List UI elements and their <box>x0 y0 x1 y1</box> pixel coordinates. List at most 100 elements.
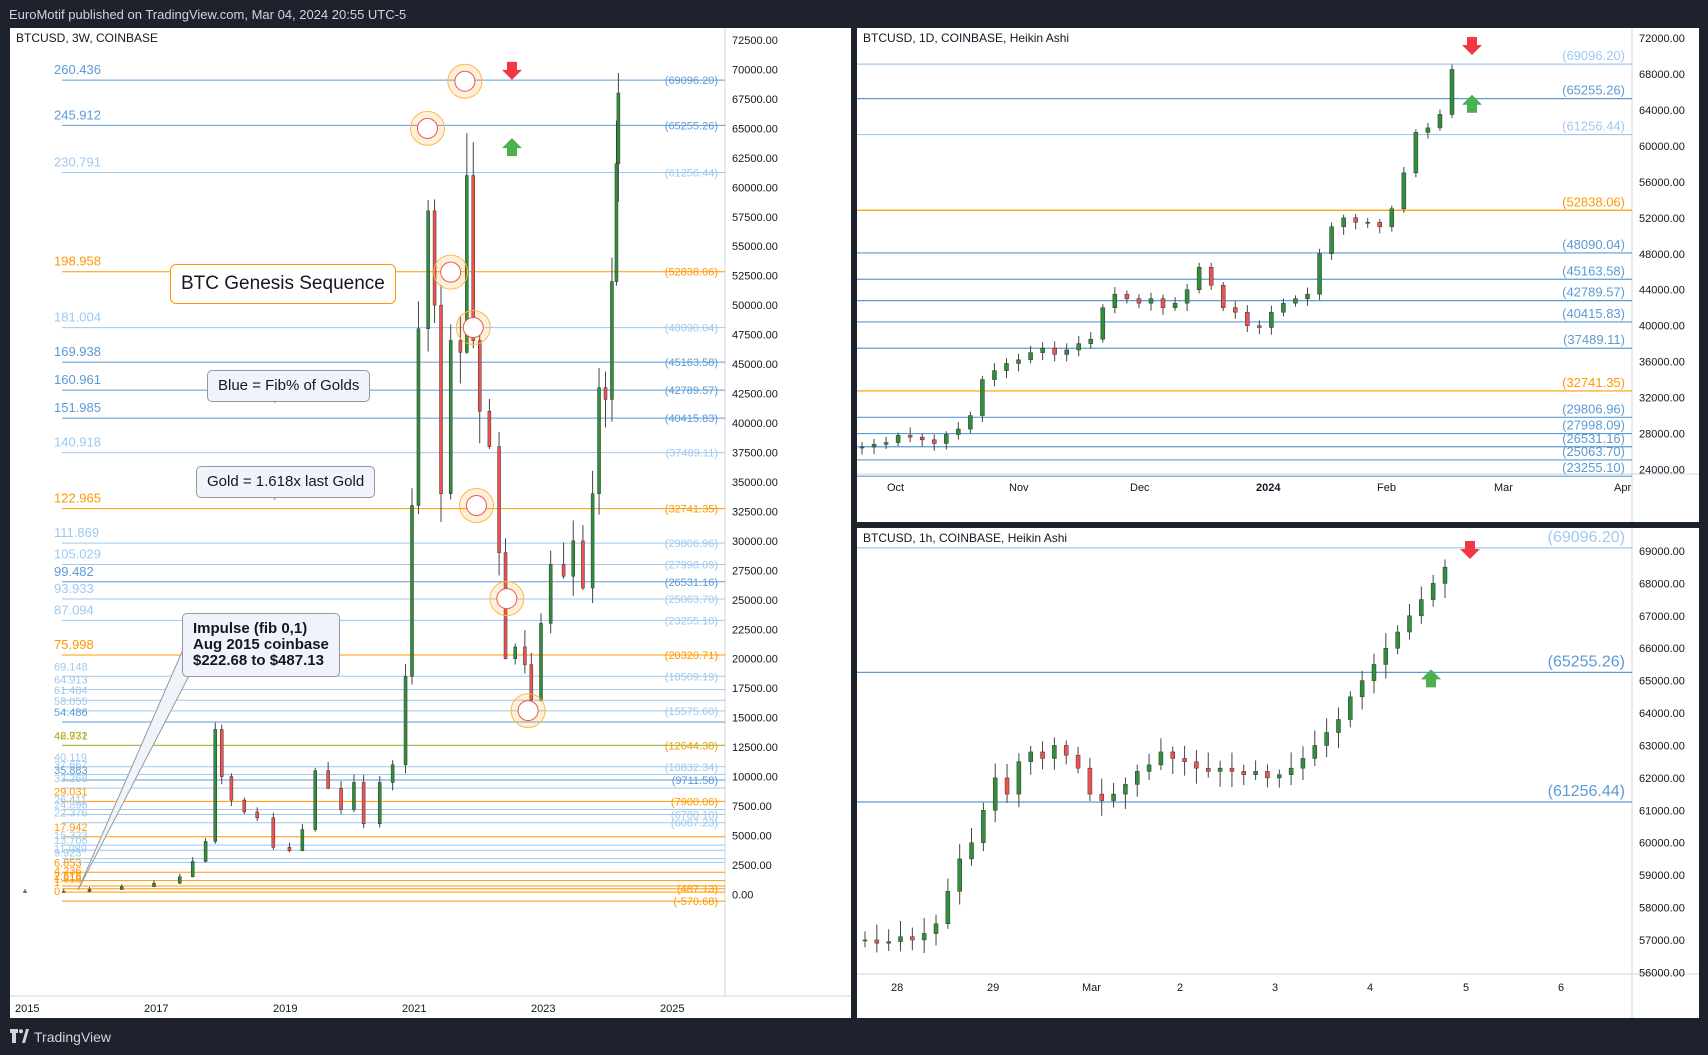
btc-1d-candle <box>1064 349 1069 355</box>
btc-1h-candle <box>969 842 974 860</box>
btc-3w-candle <box>403 676 408 766</box>
fib-level-price: (-570.68) <box>673 896 718 908</box>
price-tick: 66000.00 <box>1639 643 1685 655</box>
btc-1h-candle <box>1111 793 1116 801</box>
fib-level-price: (52838.06) <box>665 267 718 279</box>
btc-3w-candle <box>487 410 492 447</box>
fib-level-price: (15575.60) <box>665 706 718 718</box>
btc-1d-candle <box>992 370 997 380</box>
fib-level-ratio: 181.004 <box>54 310 101 325</box>
btc-1d-candle <box>1208 266 1214 286</box>
time-tick: Apr <box>1614 482 1631 494</box>
btc-3w-candle <box>390 764 395 783</box>
btc-1h-candle <box>1146 764 1152 772</box>
btc-1d-candle <box>1016 359 1021 364</box>
btc-1h-candle <box>1087 767 1093 795</box>
btc-3w-candle <box>561 564 566 577</box>
publisher-text: EuroMotif published on TradingView.com, … <box>9 7 407 22</box>
btc-1h-candle <box>992 777 998 811</box>
btc-3w-candle <box>190 861 195 878</box>
price-tick: 57500.00 <box>732 212 778 224</box>
btc-1d-candle <box>1413 132 1419 174</box>
btc-1h-candle <box>981 810 986 843</box>
btc-1d-candle <box>1028 352 1033 361</box>
btc-1d-candle <box>1329 226 1334 255</box>
btc-3w-candle <box>87 889 92 892</box>
price-tick: 60000.00 <box>1639 141 1685 153</box>
btc-1h-candle <box>1419 599 1424 617</box>
fib-level-price: (32741.35) <box>665 504 718 516</box>
price-tick: 60000.00 <box>732 182 778 194</box>
price-tick: 61000.00 <box>1639 805 1685 817</box>
fib-level-ratio: 26.411 <box>54 794 87 806</box>
btc-3w-candle <box>439 304 443 494</box>
chart-panel-1h[interactable]: BTCUSD, 1h, COINBASE, Heikin Ashi (69096.… <box>857 528 1699 1018</box>
btc-1h-candle <box>874 939 880 944</box>
fib-level-ratio: 198.958 <box>54 254 101 269</box>
btc-1h-candle <box>1229 767 1235 772</box>
chart-panel-3w[interactable]: BTCUSD, 3W, COINBASE 260.436 (69096.20) 245… <box>10 28 851 1018</box>
price-tick: 62500.00 <box>732 153 778 165</box>
btc-3w-candle <box>610 281 614 400</box>
chart-3w-svg[interactable]: BTCUSD, 3W, COINBASE 260.436 (69096.20) 245… <box>10 28 851 1018</box>
highlight-circle-inner <box>517 700 539 722</box>
btc-1h-candle <box>1300 758 1306 769</box>
btc-1d-candle <box>919 436 925 441</box>
up-arrow-icon <box>1421 669 1441 688</box>
btc-3w-candle <box>326 770 330 789</box>
btc-1d-candle <box>1449 69 1455 115</box>
fib-level-ratio: 169.938 <box>54 344 101 359</box>
price-tick: 56000.00 <box>1639 967 1685 979</box>
btc-1h-candle <box>1206 767 1211 772</box>
level-price: (32741.35) <box>1562 375 1625 390</box>
chart-panel-1d[interactable]: BTCUSD, 1D, COINBASE, Heikin Ashi (69096.… <box>857 28 1699 522</box>
time-tick: 2023 <box>531 1003 555 1015</box>
price-tick: 12500.00 <box>732 742 778 754</box>
btc-1d-candle <box>1100 307 1106 340</box>
btc-3w-candle <box>255 811 259 819</box>
fib-level-price: (61256.44) <box>665 168 718 180</box>
btc-3w-candle <box>219 729 224 777</box>
fib-level-price: (42789.57) <box>665 385 718 397</box>
price-tick: 48000.00 <box>1639 249 1685 261</box>
btc-3w-candle <box>352 782 356 810</box>
fib-level-price: (9711.58) <box>672 775 718 787</box>
price-tick: 62000.00 <box>1639 773 1685 785</box>
fib-level-ratio: 42.732 <box>54 730 88 742</box>
btc-1h-candle <box>1383 647 1389 665</box>
btc-3w-candle <box>448 340 453 494</box>
level-price: (61256.44) <box>1548 783 1625 800</box>
time-tick: 29 <box>987 982 999 994</box>
btc-1d-candle <box>1437 114 1443 129</box>
chart-1d-svg[interactable]: BTCUSD, 1D, COINBASE, Heikin Ashi (69096.… <box>857 28 1699 522</box>
highlight-circle-inner <box>462 317 484 339</box>
btc-1d-candle <box>968 415 973 430</box>
level-price: (27998.09) <box>1562 418 1625 433</box>
btc-3w-candle <box>313 770 317 830</box>
price-tick: 32000.00 <box>1639 393 1685 405</box>
btc-1h-candle <box>1028 751 1033 762</box>
fib-level-price: (40415.83) <box>665 413 718 425</box>
price-tick: 25000.00 <box>732 595 778 607</box>
fib-level-price: (65255.26) <box>665 120 718 132</box>
btc-3w-candle <box>410 505 414 677</box>
btc-3w-candle <box>300 829 305 852</box>
btc-1d-candle <box>1196 266 1202 290</box>
btc-1h-candle <box>921 933 927 941</box>
btc-1h-candle <box>1004 777 1010 795</box>
fib-level-ratio: 29.031 <box>54 786 88 798</box>
btc-1d-candle <box>1293 298 1298 304</box>
btc-3w-candle <box>242 799 247 813</box>
btc-1h-candle <box>1359 680 1365 698</box>
chart-title: BTCUSD, 1h, COINBASE, Heikin Ashi <box>863 531 1067 545</box>
price-tick: 47500.00 <box>732 330 778 342</box>
chart-1h-svg[interactable]: BTCUSD, 1h, COINBASE, Heikin Ashi (69096.… <box>857 528 1699 1018</box>
btc-3w-candle <box>203 841 208 862</box>
price-tick: 67000.00 <box>1639 611 1685 623</box>
btc-1h-candle <box>1170 751 1176 759</box>
fib-level-ratio: 151.985 <box>54 400 101 415</box>
fib-level-ratio: 140.918 <box>54 435 101 450</box>
chart-title: BTCUSD, 3W, COINBASE <box>16 31 158 45</box>
btc-3w-candle <box>229 776 234 801</box>
fib-level-ratio: 160.961 <box>54 372 101 387</box>
